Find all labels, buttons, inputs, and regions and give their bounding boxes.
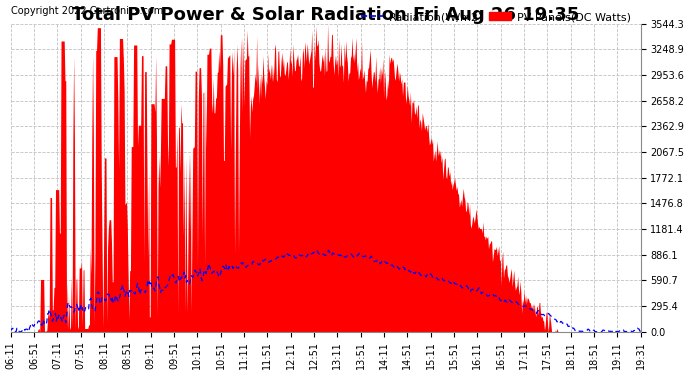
Title: Total PV Power & Solar Radiation Fri Aug 26 19:35: Total PV Power & Solar Radiation Fri Aug… [72, 6, 580, 24]
Text: Copyright 2022 Cartronics.com: Copyright 2022 Cartronics.com [10, 6, 163, 16]
Legend: Radiation(W/m2), PV Panels(DC Watts): Radiation(W/m2), PV Panels(DC Watts) [357, 8, 635, 27]
